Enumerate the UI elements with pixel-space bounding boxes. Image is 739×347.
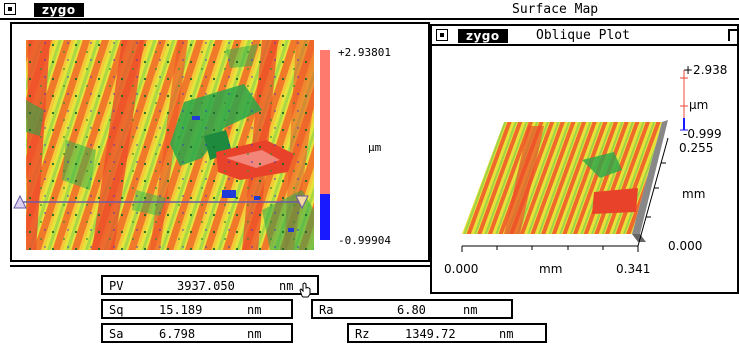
scale-min-label: -0.99904 [338,234,391,247]
pv-value: 3937.050 [177,279,235,293]
sa-unit: nm [247,327,262,341]
zygo-logo: zygo [34,3,84,17]
scale-max-label: +2.93801 [338,46,391,59]
oblique-zygo-logo: zygo [458,29,508,43]
sq-value: 15.189 [159,303,203,317]
main-titlebar: zygo Surface Map [0,0,739,20]
ra-value: 6.80 [397,303,426,317]
scale-unit-label: µm [368,141,382,154]
ra-field: Ra 6.80 nm [311,299,513,319]
oblique-close-box-icon[interactable] [436,29,448,41]
pv-field: PV 3937.050 nm [101,275,319,295]
oblique-x-max-label: 0.341 [616,262,651,276]
results-divider [10,265,430,267]
ra-unit: nm [463,303,478,317]
sa-field: Sa 6.798 nm [101,323,293,343]
scale-bar-low [320,194,330,240]
oblique-z-min-label: -0.999 [683,127,722,141]
sq-field: Sq 15.189 nm [101,299,293,319]
window-title: Surface Map [512,2,599,17]
scale-bar-high [320,50,330,194]
oblique-window-title: Oblique Plot [536,28,630,43]
sa-value: 6.798 [159,327,196,341]
hand-cursor-icon [299,282,311,298]
rz-field: Rz 1349.72 nm [347,323,547,343]
oblique-y-unit-label: mm [682,187,706,201]
rz-value: 1349.72 [405,327,456,341]
surface-height-map[interactable] [26,40,314,250]
oblique-titlebar: zygo Oblique Plot [432,26,738,46]
profile-cursor-line[interactable] [12,190,318,214]
oblique-surface-plot[interactable] [432,66,737,296]
rz-unit: nm [499,327,514,341]
sa-label: Sa [109,327,124,341]
oblique-y-min-label: 0.000 [668,239,703,253]
oblique-z-max-label: +2.938 [683,63,728,77]
ra-label: Ra [319,303,334,317]
pv-label: PV [109,279,124,293]
close-box-icon[interactable] [4,3,16,15]
oblique-y-max-label: 0.255 [679,141,714,155]
rz-label: Rz [355,327,370,341]
oblique-x-unit-label: mm [539,262,563,276]
oblique-x-min-label: 0.000 [444,262,479,276]
sq-label: Sq [109,303,124,317]
sq-unit: nm [247,303,262,317]
pv-unit: nm [279,279,294,293]
oblique-z-unit-label: µm [689,98,709,112]
resize-corner-icon[interactable] [728,29,738,41]
oblique-plot-window: zygo Oblique Plot [430,24,739,294]
